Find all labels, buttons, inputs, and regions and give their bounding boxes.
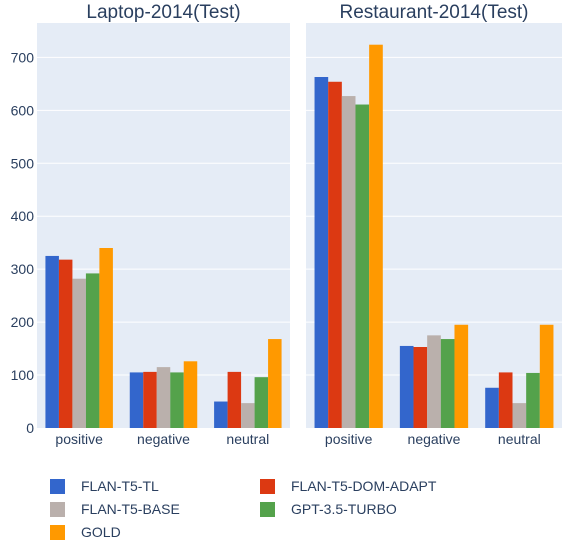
x-tick-label-positive: positive bbox=[325, 431, 373, 447]
legend-swatch bbox=[50, 501, 65, 517]
bar-gold-positive[interactable] bbox=[99, 248, 113, 428]
right-chart-title: Restaurant-2014(Test) bbox=[339, 2, 528, 23]
bar-flan-t5-base-neutral[interactable] bbox=[512, 403, 527, 428]
bar-flan-t5-tl-neutral[interactable] bbox=[214, 401, 228, 428]
right-panel: positive negative neutral Restaurant-2014(… bbox=[306, 2, 562, 447]
y-tick-label: 700 bbox=[11, 49, 35, 65]
bar-gold-negative[interactable] bbox=[454, 324, 469, 428]
bar-gold-neutral[interactable] bbox=[539, 324, 554, 428]
bar-flan-t5-dom-adapt-negative[interactable] bbox=[143, 371, 157, 428]
y-tick-label: 0 bbox=[26, 420, 34, 436]
legend-label: GPT-3.5-TURBO bbox=[291, 501, 397, 517]
bar-flan-t5-dom-adapt-neutral[interactable] bbox=[498, 372, 513, 428]
x-tick-label-negative: negative bbox=[137, 431, 190, 447]
bar-flan-t5-dom-adapt-negative[interactable] bbox=[413, 347, 428, 428]
bar-flan-t5-tl-positive[interactable] bbox=[314, 77, 329, 428]
bar-flan-t5-dom-adapt-neutral[interactable] bbox=[227, 371, 242, 428]
legend-item-flan-t5-base[interactable]: FLAN-T5-BASE bbox=[50, 499, 180, 519]
bar-flan-t5-tl-positive[interactable] bbox=[45, 255, 59, 428]
legend-item-gpt-3-5-turbo[interactable]: GPT-3.5-TURBO bbox=[260, 499, 397, 519]
x-tick-label-negative: negative bbox=[408, 431, 461, 447]
bar-gold-positive[interactable] bbox=[369, 44, 383, 429]
left-panel: 0 100 200 300 400 500 600 700 positive negative n… bbox=[11, 2, 290, 447]
y-tick-label: 400 bbox=[11, 208, 35, 224]
bar-flan-t5-dom-adapt-positive[interactable] bbox=[328, 81, 342, 428]
bar-flan-t5-base-positive[interactable] bbox=[72, 278, 86, 428]
bar-flan-t5-base-negative[interactable] bbox=[156, 367, 171, 428]
bar-gold-neutral[interactable] bbox=[268, 339, 282, 428]
legend-item-gold[interactable]: GOLD bbox=[50, 522, 121, 542]
x-tick-label-neutral: neutral bbox=[226, 431, 269, 447]
right-x-axis-ticks: positive negative neutral bbox=[325, 431, 541, 447]
bar-flan-t5-tl-neutral[interactable] bbox=[485, 387, 499, 428]
legend-item-flan-t5-tl[interactable]: FLAN-T5-TL bbox=[50, 476, 159, 496]
legend-label: FLAN-T5-TL bbox=[81, 478, 159, 494]
bar-gpt-3-5-turbo-positive[interactable] bbox=[85, 273, 100, 428]
bar-flan-t5-base-positive[interactable] bbox=[341, 96, 356, 428]
legend-label: FLAN-T5-BASE bbox=[81, 501, 180, 517]
right-bars bbox=[314, 44, 554, 429]
chart: 0 100 200 300 400 500 600 700 positive negative n… bbox=[11, 2, 562, 447]
y-tick-label: 500 bbox=[11, 155, 35, 171]
bar-flan-t5-base-neutral[interactable] bbox=[241, 403, 255, 428]
bar-flan-t5-tl-negative[interactable] bbox=[129, 372, 144, 428]
bar-gpt-3-5-turbo-neutral[interactable] bbox=[526, 372, 540, 428]
bar-gpt-3-5-turbo-negative[interactable] bbox=[440, 339, 455, 428]
y-tick-label: 100 bbox=[11, 367, 35, 383]
bar-flan-t5-tl-negative[interactable] bbox=[399, 345, 414, 428]
legend-item-flan-t5-dom-adapt[interactable]: FLAN-T5-DOM-ADAPT bbox=[260, 476, 436, 496]
y-tick-label: 300 bbox=[11, 261, 35, 277]
x-tick-label-neutral: neutral bbox=[498, 431, 541, 447]
legend-swatch bbox=[260, 501, 275, 517]
left-bars bbox=[45, 248, 282, 428]
y-axis-ticks: 0 100 200 300 400 500 600 700 bbox=[11, 49, 35, 436]
bar-gpt-3-5-turbo-positive[interactable] bbox=[355, 104, 370, 428]
bar-gold-negative[interactable] bbox=[183, 361, 198, 428]
bar-gpt-3-5-turbo-negative[interactable] bbox=[170, 372, 184, 428]
bar-flan-t5-base-negative[interactable] bbox=[427, 335, 441, 428]
x-tick-label-positive: positive bbox=[55, 431, 103, 447]
legend-label: GOLD bbox=[81, 524, 121, 540]
bar-flan-t5-dom-adapt-positive[interactable] bbox=[58, 259, 73, 428]
left-chart-title: Laptop-2014(Test) bbox=[86, 2, 240, 23]
legend-swatch bbox=[260, 478, 275, 494]
legend-swatch bbox=[50, 478, 65, 494]
bar-gpt-3-5-turbo-neutral[interactable] bbox=[254, 377, 269, 428]
legend-label: FLAN-T5-DOM-ADAPT bbox=[291, 478, 437, 494]
y-tick-label: 200 bbox=[11, 314, 35, 330]
legend-swatch bbox=[50, 524, 65, 540]
left-x-axis-ticks: positive negative neutral bbox=[55, 431, 269, 447]
y-tick-label: 600 bbox=[11, 102, 35, 118]
